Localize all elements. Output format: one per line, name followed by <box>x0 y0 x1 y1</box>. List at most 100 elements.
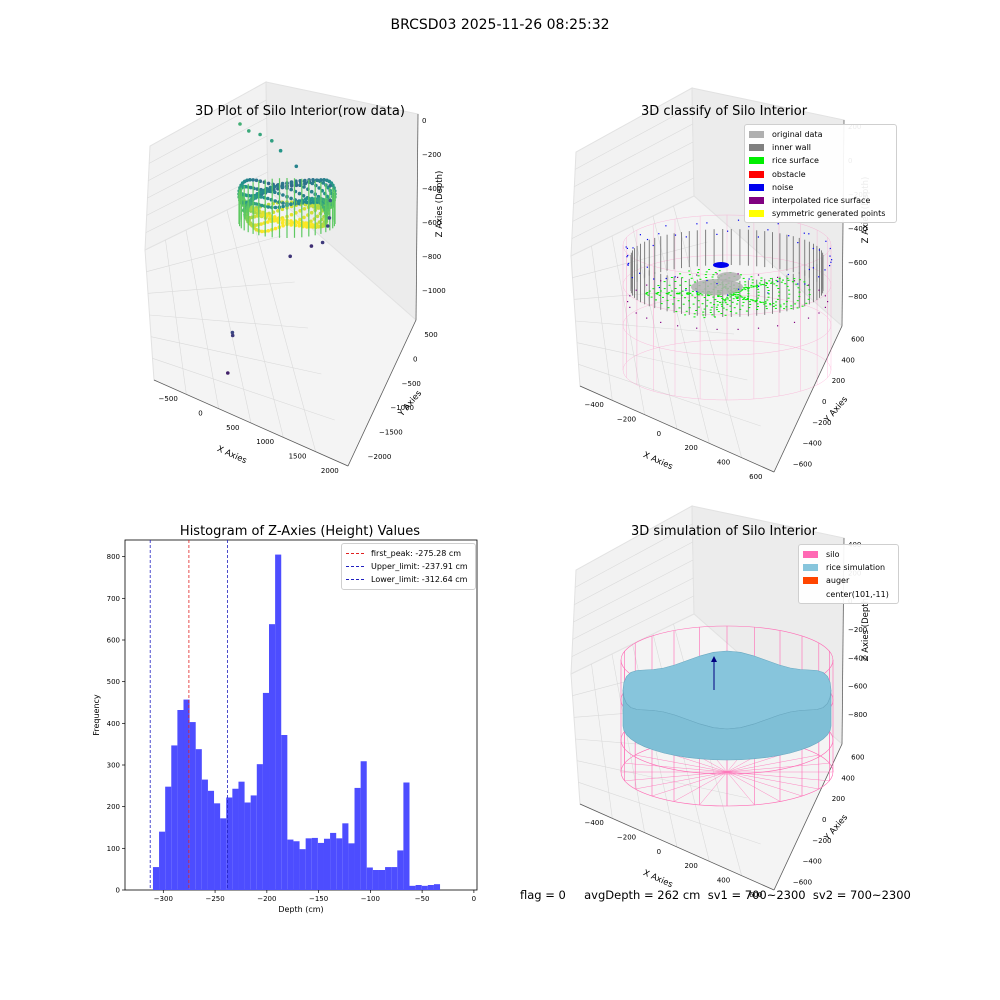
rice-surface-point <box>764 302 767 304</box>
rice-surface-point <box>783 308 786 310</box>
rice-surface-point <box>685 310 688 312</box>
rice-surface-point <box>764 301 767 303</box>
rice-surface-point <box>797 287 800 289</box>
histogram-bar <box>177 710 184 890</box>
legend-label: silo <box>826 550 840 560</box>
rice-surface-point <box>780 281 783 283</box>
rice-surface-point <box>646 292 649 293</box>
rice-surface-point <box>742 301 745 303</box>
rice-surface-point <box>736 296 739 298</box>
legend-item-original-data: original data <box>749 128 891 141</box>
rice-surface-point <box>793 278 796 280</box>
noise-point <box>727 294 729 296</box>
raw-point <box>310 196 314 201</box>
rice-surface-point <box>740 296 743 298</box>
z-tick-label: −600 <box>848 683 867 691</box>
raw-point <box>289 181 294 185</box>
noise-point <box>658 286 660 289</box>
interpolated-point <box>827 301 829 303</box>
noise-point <box>696 291 698 293</box>
noise-point <box>626 256 628 258</box>
rice-surface-point <box>741 296 744 298</box>
rice-surface-point <box>706 299 709 301</box>
legend-item-rice-surface: rice surface <box>749 154 891 167</box>
noise-point <box>625 246 627 248</box>
rice-surface-point <box>663 281 666 283</box>
rice-surface-point <box>782 279 784 281</box>
rice-surface-point <box>796 300 799 302</box>
y-tick-label: −400 <box>803 858 822 866</box>
rice-surface-point <box>798 291 801 293</box>
rice-surface-point <box>712 274 715 276</box>
rice-surface-point <box>674 288 677 289</box>
rice-surface-point <box>678 293 681 295</box>
rice-surface-point <box>805 302 808 304</box>
raw-point <box>273 205 278 210</box>
silo-floor-spoke <box>624 763 728 773</box>
rice-surface-point <box>716 301 719 302</box>
raw-point <box>248 178 252 182</box>
depth-histogram: −300 −250 −200 −150 −100 −50 0 0 100 200 300 400 500… <box>92 539 478 914</box>
z-tick-label: −800 <box>848 293 867 301</box>
raw-point <box>260 229 264 234</box>
rice-simulation-body <box>622 689 832 761</box>
rice-surface-point <box>719 301 721 303</box>
raw-point <box>265 213 270 218</box>
noise-point <box>748 278 750 280</box>
rice-surface-point <box>769 304 772 306</box>
rice-surface-point <box>694 297 697 299</box>
rice-surface-point <box>709 302 712 304</box>
x-tick-label: 0 <box>657 848 661 856</box>
outlier-point <box>328 198 333 203</box>
noise-point <box>685 236 687 238</box>
y-tick-label: 400 <box>841 774 854 782</box>
noise-point <box>627 264 629 266</box>
rice-surface-point <box>767 293 770 295</box>
histogram-bar <box>342 823 349 890</box>
rice-surface-point <box>792 281 794 283</box>
y-tick-label: 500 <box>424 331 437 339</box>
y-tick-label: −400 <box>803 440 822 448</box>
noise-point <box>797 242 799 244</box>
raw-point <box>259 222 263 226</box>
rice-surface-point <box>703 308 706 310</box>
noise-point <box>665 277 667 280</box>
rice-surface-point <box>734 293 737 295</box>
rice-surface-point <box>721 301 724 303</box>
rice-surface-point <box>756 286 759 288</box>
rice-surface-point <box>697 269 700 271</box>
floor-grid-line <box>247 199 316 452</box>
rice-surface-point <box>788 293 791 295</box>
rice-surface-point <box>699 293 702 295</box>
raw-point <box>265 189 270 193</box>
legend-item-rice-simulation: rice simulation <box>803 561 893 574</box>
raw-point <box>266 220 270 224</box>
legend-item-center: center(101,-11) <box>803 588 893 601</box>
raw-point <box>273 190 277 194</box>
rice-surface-point <box>701 303 704 305</box>
legend-item-first-peak: first_peak: -275.28 cm <box>346 547 470 560</box>
rice-surface-point <box>689 292 692 294</box>
wall-grid-line <box>575 105 693 170</box>
rice-surface-point <box>774 304 777 306</box>
rice-surface-point <box>756 309 759 310</box>
raw-point <box>258 213 263 218</box>
noise-point <box>696 223 698 225</box>
rice-surface-point <box>732 294 735 296</box>
interpolated-point <box>660 321 662 323</box>
silo-floor-spoke <box>726 771 781 802</box>
rice-surface-point <box>677 293 680 295</box>
y-tick-label: 400 <box>841 356 854 364</box>
raw-point-cloud <box>237 178 337 238</box>
raw-point <box>266 205 271 209</box>
wall-grid-line <box>572 159 694 222</box>
legend-label: interpolated rice surface <box>772 196 871 206</box>
rice-surface-point <box>770 282 772 284</box>
rice-surface-points <box>645 269 811 319</box>
rice-surface-point <box>684 281 687 283</box>
histogram-bar <box>299 849 306 890</box>
rice-surface-point <box>655 292 658 294</box>
rice-surface-point <box>751 282 754 284</box>
rice-surface-point <box>655 299 657 301</box>
